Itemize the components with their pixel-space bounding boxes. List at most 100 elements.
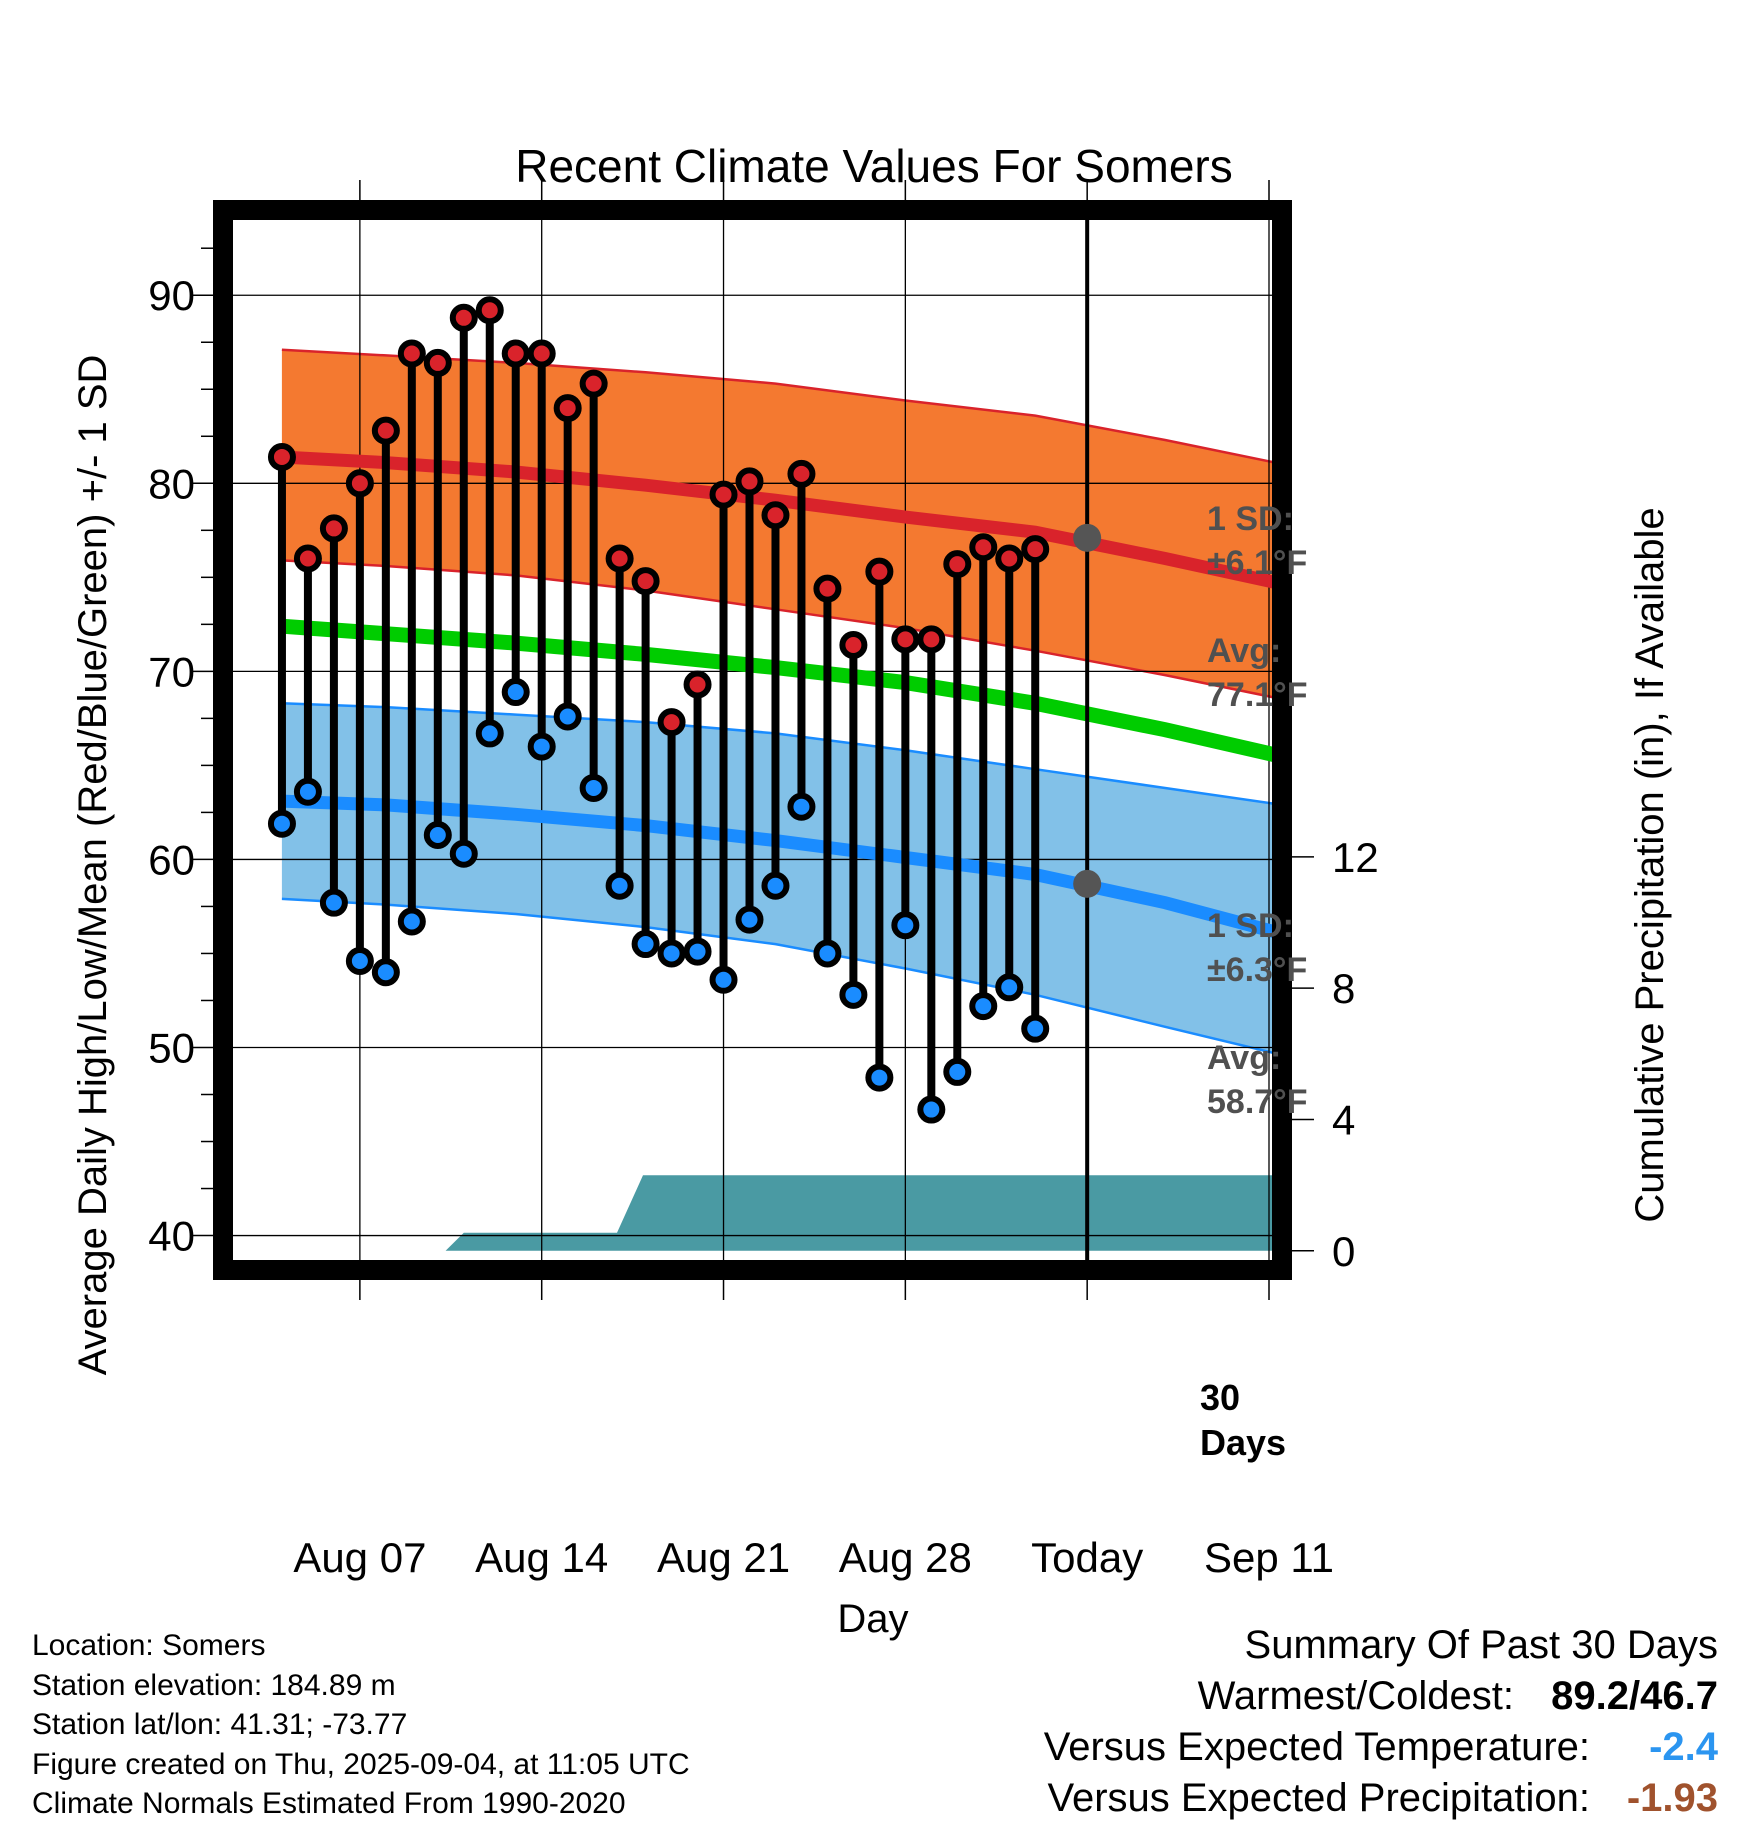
daily-high-point: [787, 459, 816, 488]
x-axis-label: Day: [837, 1597, 908, 1641]
daily-low-point: [735, 905, 764, 934]
daily-high-point: [995, 544, 1024, 573]
daily-high-point: [579, 369, 608, 398]
summary-temp-row: Versus Expected Temperature: -2.4: [1044, 1722, 1718, 1773]
daily-low-point: [371, 958, 400, 987]
daily-low-point: [891, 911, 920, 940]
y2-tick-label: 4: [1332, 1096, 1355, 1143]
daily-low-point: [917, 1095, 946, 1124]
daily-high-point: [631, 567, 660, 596]
x-tick-label: Sep 11: [1204, 1534, 1334, 1581]
high-avg-value: 77.1°F: [1207, 676, 1308, 714]
annotations: 1 SD: ±6.1°F Avg: 77.1°F 1 SD: ±6.3°F Av…: [1200, 500, 1308, 1463]
low-avg-value: 58.7°F: [1207, 1083, 1308, 1121]
summary-panel: Summary Of Past 30 Days Warmest/Coldest:…: [1044, 1620, 1718, 1824]
daily-high-point: [865, 557, 894, 586]
y-tick-label: 60: [148, 836, 195, 883]
daily-low-point: [943, 1057, 972, 1086]
daily-low-point: [787, 792, 816, 821]
daily-low-point: [709, 965, 738, 994]
daily-low-point: [631, 930, 660, 959]
daily-high-point: [1021, 535, 1050, 564]
daily-low-point: [839, 980, 868, 1009]
high-sd-label: 1 SD:: [1207, 500, 1294, 538]
summary-precip-row: Versus Expected Precipitation: -1.93: [1044, 1773, 1718, 1824]
meta-normals: Climate Normals Estimated From 1990-2020: [32, 1787, 626, 1820]
high-average-line: [281, 450, 1272, 589]
daily-high-point: [423, 348, 452, 377]
x-tick-label: Aug 28: [839, 1534, 972, 1581]
daily-low-point: [579, 773, 608, 802]
x-tick-label: Aug 14: [475, 1534, 608, 1581]
meta-elevation: Station elevation: 184.89 m: [32, 1668, 396, 1702]
warm-cold-value: 89.2/46.7: [1551, 1674, 1718, 1718]
daily-high-point: [943, 550, 972, 579]
y2-axis-label: Cumulative Precipitation (in), If Availa…: [1628, 507, 1672, 1222]
warm-cold-label: Warmest/Coldest:: [1197, 1674, 1514, 1718]
daily-low-point: [995, 973, 1024, 1002]
daily-high-point: [501, 339, 530, 368]
high-sd-value: ±6.1°F: [1207, 544, 1307, 582]
daily-low-point: [267, 809, 296, 838]
daily-low-point: [345, 946, 374, 975]
y-tick-label: 90: [148, 272, 195, 319]
plot-frame: [213, 200, 1292, 1280]
plot-area: Aug 07 Aug 14 Aug 21 Aug 28 Today Sep 11 40 50 6…: [148, 180, 1379, 1581]
daily-low-point: [423, 820, 452, 849]
daily-low-point: [527, 732, 556, 761]
daily-low-point: [761, 871, 790, 900]
daily-low-point: [553, 702, 582, 731]
days-label-text: Days: [1200, 1422, 1286, 1463]
y2-tick-label: 12: [1332, 834, 1379, 881]
daily-high-point: [761, 501, 790, 530]
daily-high-point: [397, 339, 426, 368]
daily-high-point: [709, 480, 738, 509]
precipitation-area: [233, 1175, 1272, 1251]
low-sd-lower-line: [281, 897, 1272, 1054]
y-tick-label: 80: [148, 460, 195, 507]
daily-high-point: [735, 467, 764, 496]
daily-high-point: [267, 442, 296, 471]
daily-high-point: [969, 533, 998, 562]
meta-created: Figure created on Thu, 2025-09-04, at 11…: [32, 1747, 690, 1781]
summary-warm-cold-row: Warmest/Coldest: 89.2/46.7: [1044, 1671, 1718, 1722]
x-tick-label: Aug 07: [293, 1534, 426, 1581]
daily-high-point: [527, 339, 556, 368]
daily-low-point: [969, 992, 998, 1021]
daily-low-point: [605, 871, 634, 900]
chart-title: Recent Climate Values For Somers: [515, 140, 1233, 192]
station-metadata: Location: Somers Station elevation: 184.…: [32, 1626, 690, 1824]
daily-high-point: [371, 416, 400, 445]
y-tick-label: 70: [148, 648, 195, 695]
daily-low-point: [501, 678, 530, 707]
y2-tick-label: 8: [1332, 965, 1355, 1012]
daily-high-point: [839, 631, 868, 660]
daily-high-point: [553, 394, 582, 423]
daily-low-point: [657, 939, 686, 968]
low-sd-label: 1 SD:: [1207, 907, 1294, 945]
summary-heading: Summary Of Past 30 Days: [1244, 1623, 1718, 1667]
meta-latlon: Station lat/lon: 41.31; -73.77: [32, 1708, 408, 1741]
today-high-average-marker: [1073, 523, 1102, 552]
temp-departure-value: -2.4: [1649, 1725, 1718, 1769]
x-tick-label: Aug 21: [657, 1534, 790, 1581]
daily-low-point: [449, 839, 478, 868]
daily-high-point: [605, 544, 634, 573]
precip-departure-value: -1.93: [1626, 1776, 1718, 1820]
daily-low-point: [319, 888, 348, 917]
daily-high-point: [319, 514, 348, 543]
daily-low-point: [475, 719, 504, 748]
daily-low-point: [865, 1063, 894, 1092]
daily-high-point: [449, 303, 478, 332]
x-tick-label: Today: [1031, 1534, 1143, 1581]
y-tick-label: 40: [148, 1213, 195, 1260]
daily-high-point: [891, 625, 920, 654]
high-avg-label: Avg:: [1207, 632, 1281, 670]
daily-low-point: [683, 937, 712, 966]
y-tick-label: 50: [148, 1024, 195, 1071]
daily-low-point: [293, 777, 322, 806]
daily-high-point: [683, 670, 712, 699]
daily-high-point: [475, 296, 504, 325]
daily-low-point: [1021, 1014, 1050, 1043]
